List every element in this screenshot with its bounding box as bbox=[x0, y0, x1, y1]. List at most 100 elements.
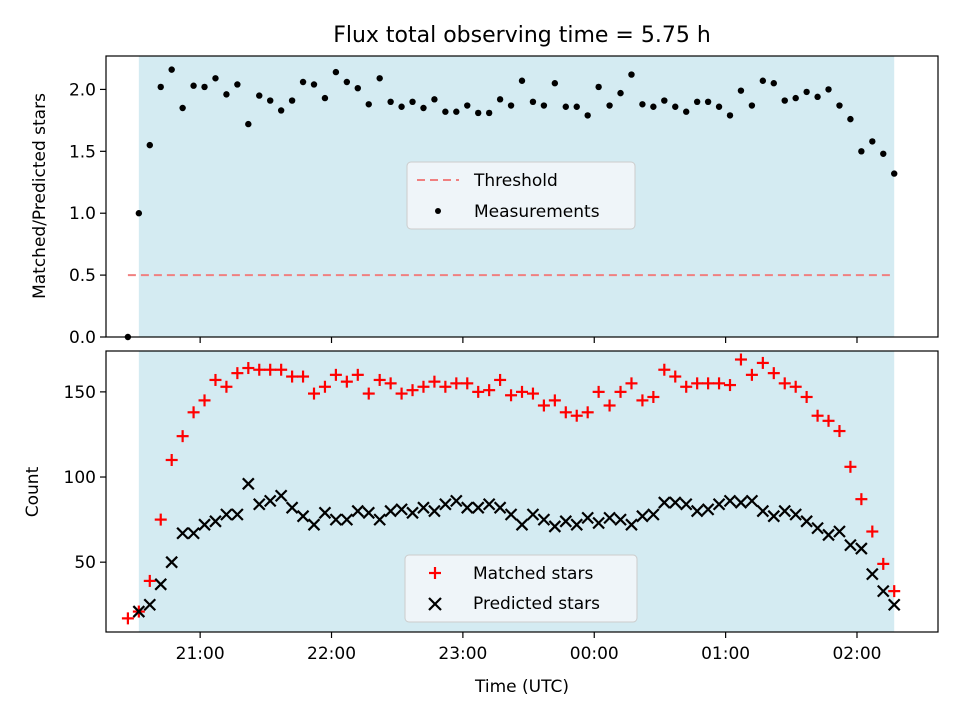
predicted-star-point bbox=[767, 509, 781, 523]
predicted-star-point bbox=[143, 598, 157, 612]
matched-star-point bbox=[581, 406, 594, 419]
matched-star-point bbox=[450, 377, 463, 390]
predicted-star-point bbox=[581, 511, 594, 525]
y-tick-label: 1.0 bbox=[69, 204, 96, 224]
matched-star-point bbox=[844, 460, 857, 473]
measurement-point bbox=[737, 87, 745, 94]
predicted-star-point bbox=[329, 513, 343, 526]
measurement-point bbox=[748, 102, 756, 109]
predicted-star-point bbox=[209, 515, 222, 528]
matched-star-point bbox=[340, 375, 353, 388]
measurement-point bbox=[485, 109, 493, 117]
predicted-star-point bbox=[154, 578, 168, 591]
measurement-point bbox=[277, 107, 285, 114]
measurement-point bbox=[496, 96, 504, 103]
matched-star-point bbox=[286, 370, 299, 383]
predicted-star-point bbox=[668, 496, 682, 509]
measurement-point bbox=[628, 71, 635, 78]
measurement-point bbox=[836, 102, 843, 109]
matched-star-point bbox=[154, 513, 167, 526]
matched-star-point bbox=[548, 394, 561, 407]
predicted-star-point bbox=[460, 501, 474, 514]
predicted-star-point bbox=[866, 567, 879, 581]
predicted-star-point bbox=[526, 508, 540, 521]
matched-star-points bbox=[121, 353, 901, 625]
predicted-star-point bbox=[165, 555, 178, 569]
y-axis-label-ratio: Matched/Predicted stars bbox=[30, 93, 50, 299]
y-tick-label: 150 bbox=[64, 383, 96, 403]
matched-star-point bbox=[209, 373, 222, 386]
matched-star-point bbox=[877, 557, 890, 570]
matched-star-point bbox=[822, 414, 835, 427]
matched-star-point bbox=[866, 525, 879, 538]
matched-star-point bbox=[647, 390, 660, 403]
legend-bottom: Matched stars Predicted stars bbox=[404, 554, 638, 623]
matched-star-point bbox=[428, 375, 441, 388]
matched-star-point bbox=[264, 363, 277, 376]
predicted-star-point bbox=[625, 518, 638, 531]
predicted-star-point bbox=[493, 501, 507, 514]
predicted-star-point bbox=[789, 508, 802, 521]
measurement-point bbox=[332, 68, 340, 76]
measurement-point bbox=[288, 97, 296, 104]
measurement-point bbox=[891, 170, 898, 177]
predicted-star-point bbox=[723, 494, 737, 508]
matched-star-point bbox=[351, 368, 364, 381]
measurement-point bbox=[792, 94, 799, 102]
predicted-star-point bbox=[679, 497, 693, 511]
predicted-star-point bbox=[690, 504, 704, 518]
measurement-point bbox=[475, 109, 482, 117]
predicted-star-points bbox=[132, 477, 901, 618]
matched-star-point bbox=[384, 377, 397, 390]
predicted-star-point bbox=[252, 497, 266, 511]
measurement-point bbox=[190, 82, 197, 89]
measurement-point bbox=[584, 112, 591, 119]
predicted-star-point bbox=[296, 509, 310, 523]
matched-star-point bbox=[297, 370, 310, 383]
plot-frame-top bbox=[105, 55, 939, 338]
matched-star-point bbox=[231, 367, 244, 380]
legend-predicted-swatch bbox=[428, 597, 442, 611]
predicted-star-point bbox=[636, 509, 649, 523]
measurement-point bbox=[672, 103, 679, 110]
measurement-point bbox=[759, 77, 767, 84]
x-ticks-top bbox=[199, 337, 858, 343]
measurement-point bbox=[135, 210, 143, 217]
matched-star-point bbox=[176, 430, 189, 443]
predicted-star-point bbox=[548, 520, 562, 533]
ratio-panel: Flux total observing time = 5.75 h 0.00.… bbox=[30, 23, 939, 348]
matched-star-point bbox=[778, 377, 791, 390]
matched-star-point bbox=[833, 425, 846, 438]
y-axis-count: 50 100 150 bbox=[64, 383, 106, 573]
matched-star-point bbox=[614, 385, 627, 398]
predicted-star-point bbox=[745, 494, 759, 508]
predicted-star-point bbox=[822, 528, 835, 542]
x-tick-label: 01:00 bbox=[701, 644, 750, 664]
matched-star-point bbox=[483, 384, 496, 397]
measurement-point bbox=[343, 78, 351, 86]
predicted-star-point bbox=[515, 518, 529, 531]
measurement-point bbox=[442, 108, 449, 115]
measurement-point bbox=[212, 75, 219, 82]
x-axis-label: Time (UTC) bbox=[474, 677, 569, 697]
predicted-star-point bbox=[592, 516, 605, 530]
predicted-star-point bbox=[340, 513, 354, 526]
measurement-point bbox=[661, 97, 668, 104]
matched-star-point bbox=[669, 370, 682, 383]
predicted-star-point bbox=[351, 504, 365, 518]
predicted-star-point bbox=[242, 477, 255, 491]
predicted-star-point bbox=[450, 494, 463, 508]
measurement-point bbox=[398, 103, 405, 110]
predicted-star-point bbox=[701, 503, 715, 516]
matched-star-point bbox=[811, 409, 824, 422]
matched-star-point bbox=[318, 380, 331, 393]
matched-star-point bbox=[888, 585, 901, 598]
matched-star-point bbox=[461, 377, 474, 390]
predicted-star-point bbox=[439, 497, 452, 511]
y-tick-label: 2.0 bbox=[69, 80, 96, 100]
y-tick-label: 100 bbox=[64, 468, 96, 488]
measurement-point bbox=[551, 80, 559, 87]
matched-star-point bbox=[526, 387, 539, 400]
predicted-star-point bbox=[176, 526, 189, 540]
